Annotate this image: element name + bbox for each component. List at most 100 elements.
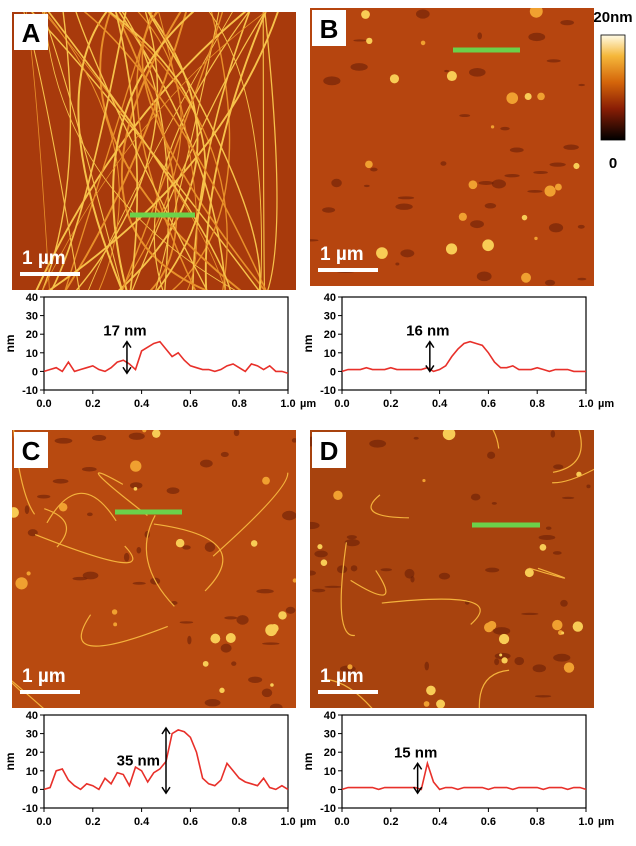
y-axis-label: nm: [301, 753, 315, 771]
height-label: 35 nm: [117, 753, 160, 770]
pit: [577, 277, 587, 281]
particle: [563, 662, 575, 673]
particle: [506, 92, 519, 104]
particle: [278, 611, 287, 620]
fiber: [80, 614, 168, 647]
pit: [224, 616, 238, 620]
pit: [324, 585, 342, 588]
particle: [468, 180, 478, 190]
colorbar: [600, 34, 626, 141]
afm-image: D 1 µm: [310, 430, 594, 708]
fiber: [47, 12, 231, 290]
x-tick-label: 0.4: [432, 816, 448, 828]
pit: [166, 487, 180, 494]
y-tick-label: -10: [22, 803, 38, 815]
x-tick-label: 0.8: [530, 816, 545, 828]
height-label: 17 nm: [103, 323, 146, 340]
fiber: [492, 430, 500, 449]
fiber: [35, 12, 247, 290]
particle: [423, 701, 430, 707]
particle: [539, 543, 547, 551]
pit: [91, 434, 107, 441]
pit: [236, 615, 249, 625]
pit: [493, 627, 511, 635]
pit: [285, 606, 296, 614]
fiber: [121, 12, 224, 290]
fiber: [153, 523, 224, 592]
fiber: [34, 534, 134, 564]
particle: [175, 538, 185, 548]
image-texture: [12, 430, 296, 708]
height-label: 16 nm: [406, 323, 449, 340]
pit: [552, 551, 562, 555]
pit: [380, 568, 392, 572]
pit: [494, 658, 500, 666]
fiber: [64, 12, 153, 290]
particle: [361, 10, 370, 19]
plot-frame: [43, 296, 289, 391]
pit: [344, 539, 360, 547]
arrow-head: [122, 366, 132, 375]
fiber: [340, 542, 355, 637]
pit: [478, 181, 494, 185]
particle: [534, 236, 538, 241]
x-tick-label: 0.6: [481, 816, 496, 828]
pit: [395, 262, 400, 266]
scale-bar-label: 1 µm: [320, 244, 364, 265]
x-tick-label: 0.0: [334, 398, 349, 410]
pit: [204, 698, 221, 707]
fiber: [529, 567, 566, 579]
x-unit: µm: [300, 398, 316, 410]
fiber: [41, 12, 72, 290]
y-tick-label: 40: [324, 710, 336, 722]
fiber: [131, 12, 266, 290]
y-tick-label: 20: [324, 329, 336, 341]
particle: [521, 272, 531, 283]
fiber: [158, 12, 198, 290]
particle: [133, 486, 138, 491]
y-tick-label: 30: [26, 311, 38, 323]
fiber: [99, 12, 242, 290]
pit: [553, 653, 571, 662]
plot-frame: [341, 296, 587, 391]
pit: [82, 571, 99, 580]
pit: [323, 76, 341, 86]
pit: [578, 83, 586, 87]
pit: [261, 688, 273, 698]
fiber: [115, 12, 139, 290]
pit: [509, 147, 524, 153]
x-tick-label: 0.4: [134, 816, 150, 828]
pit: [52, 478, 69, 484]
image-texture: [23, 12, 279, 290]
fiber: [381, 598, 481, 625]
pit: [444, 69, 449, 73]
pit: [545, 526, 552, 530]
particle: [269, 623, 279, 633]
pit: [350, 63, 368, 71]
particle: [130, 460, 142, 472]
particle: [446, 71, 457, 82]
pit: [560, 599, 568, 607]
pit: [470, 493, 481, 501]
pit: [350, 565, 358, 572]
fiber: [46, 492, 117, 524]
pit: [269, 703, 283, 708]
profile-line: [43, 340, 289, 375]
fiber: [327, 678, 373, 708]
y-tick-label: -10: [320, 803, 336, 815]
particle: [219, 687, 225, 694]
fiber: [112, 12, 195, 290]
afm-image: C 1 µm: [12, 430, 296, 708]
pit: [353, 39, 367, 42]
fiber: [83, 12, 267, 290]
pit: [395, 203, 413, 210]
x-tick-label: 0.6: [481, 398, 496, 410]
panel-label-box: [312, 10, 346, 46]
pit: [182, 545, 191, 550]
particle: [366, 37, 373, 45]
pit: [491, 502, 497, 505]
fiber: [44, 508, 68, 548]
fiber: [147, 12, 261, 290]
particle: [561, 631, 565, 635]
pit: [477, 32, 483, 40]
